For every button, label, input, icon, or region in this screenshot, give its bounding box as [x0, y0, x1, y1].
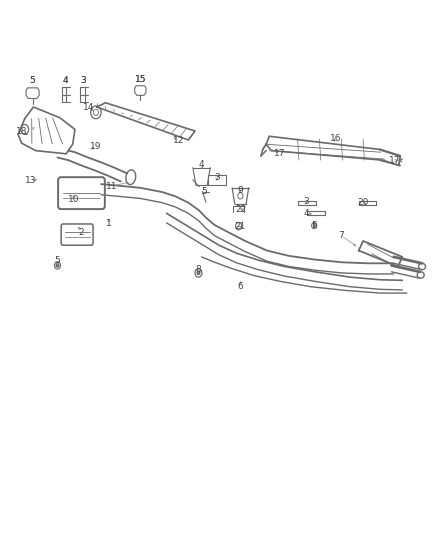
- Text: 2: 2: [79, 228, 84, 237]
- Text: 5: 5: [55, 256, 60, 264]
- Text: 17: 17: [389, 156, 400, 165]
- Text: 15: 15: [134, 75, 146, 84]
- Text: 11: 11: [106, 182, 118, 191]
- Text: 13: 13: [25, 176, 36, 185]
- Text: 4: 4: [63, 76, 68, 85]
- Text: 19: 19: [90, 142, 102, 151]
- Text: 18: 18: [16, 127, 28, 136]
- Text: 10: 10: [68, 195, 80, 204]
- Text: 14: 14: [83, 102, 95, 111]
- Text: 5: 5: [201, 187, 207, 196]
- Text: 22: 22: [236, 205, 247, 214]
- Text: 16: 16: [330, 134, 342, 143]
- Text: 4: 4: [304, 209, 309, 218]
- Text: 15: 15: [134, 75, 146, 84]
- Text: 7: 7: [339, 231, 344, 240]
- Text: 5: 5: [311, 221, 317, 230]
- Text: 3: 3: [81, 76, 87, 85]
- Circle shape: [56, 264, 59, 267]
- Text: 5: 5: [30, 76, 35, 85]
- Text: 3: 3: [214, 173, 220, 182]
- Text: 5: 5: [30, 76, 35, 85]
- Circle shape: [313, 224, 315, 227]
- Text: 21: 21: [234, 222, 246, 231]
- Text: 8: 8: [196, 265, 201, 274]
- Text: 3: 3: [304, 197, 309, 206]
- Text: 12: 12: [173, 136, 184, 145]
- Text: 17: 17: [274, 149, 286, 158]
- Text: 6: 6: [237, 282, 243, 291]
- Text: 9: 9: [237, 186, 243, 195]
- Circle shape: [197, 271, 200, 274]
- Text: 20: 20: [357, 198, 369, 207]
- Text: 4: 4: [63, 76, 68, 85]
- Text: 1: 1: [106, 219, 112, 228]
- Text: 3: 3: [81, 76, 87, 85]
- Text: 4: 4: [199, 160, 205, 169]
